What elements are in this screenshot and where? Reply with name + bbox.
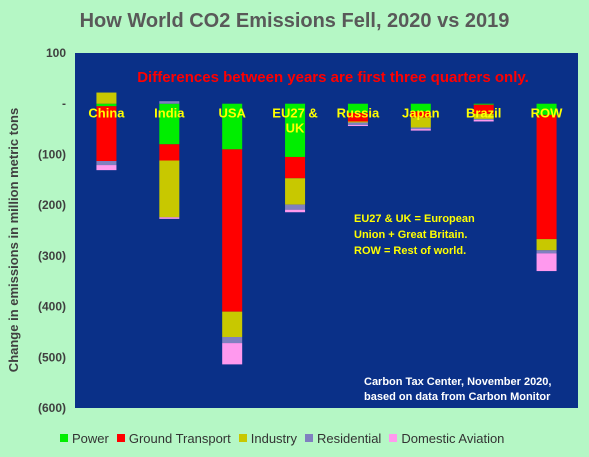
y-tick-label: (400) <box>38 300 66 314</box>
bar-power <box>536 103 557 115</box>
bar-industry <box>410 117 431 128</box>
y-tick-label: (500) <box>38 350 66 364</box>
bar-ground-transport <box>222 149 243 312</box>
bar-power <box>159 103 180 145</box>
bar-domestic-aviation <box>473 119 494 122</box>
bar-industry <box>96 92 117 104</box>
chart-title: How World CO2 Emissions Fell, 2020 vs 20… <box>79 10 510 32</box>
note-line: EU27 & UK = European <box>354 213 475 225</box>
legend-label: Industry <box>250 430 297 446</box>
y-tick-label: (200) <box>38 198 66 212</box>
category-label: Russia <box>337 105 380 120</box>
category-label: India <box>154 105 185 120</box>
y-tick-label: 100 <box>46 46 66 60</box>
bar-industry <box>536 239 557 251</box>
bars-group <box>96 92 557 365</box>
source-line: Carbon Tax Center, November 2020, <box>364 376 551 388</box>
plot-area <box>75 53 578 408</box>
category-label: China <box>88 105 125 120</box>
bar-residential <box>536 250 557 254</box>
bar-residential <box>159 101 180 104</box>
bar-domestic-aviation <box>410 129 431 131</box>
legend-swatch <box>389 434 398 442</box>
legend-swatch <box>305 434 313 442</box>
bar-ground-transport <box>159 144 180 161</box>
bar-power <box>410 103 431 112</box>
source-annotation: Carbon Tax Center, November 2020, based o… <box>364 376 551 403</box>
bar-power <box>473 103 494 105</box>
category-label: ROW <box>531 105 564 120</box>
note-line: ROW = Rest of world. <box>354 245 466 257</box>
legend-label: Power <box>72 430 109 446</box>
bar-ground-transport <box>410 111 431 118</box>
bar-power <box>96 103 117 107</box>
category-label: EU27 & UK <box>272 105 318 135</box>
bar-domestic-aviation <box>285 209 306 213</box>
bar-ground-transport <box>347 112 368 122</box>
bar-residential <box>96 161 117 166</box>
y-tick-label: (300) <box>38 249 66 263</box>
bar-domestic-aviation <box>159 217 180 219</box>
bar-residential <box>347 122 368 126</box>
bar-power <box>347 103 368 113</box>
category-label: Brazil <box>466 105 501 120</box>
category-label: Japan <box>402 105 440 120</box>
bar-ground-transport <box>473 104 494 114</box>
legend-item: Power <box>60 431 109 446</box>
legend-item: Domestic Aviation <box>389 431 504 446</box>
bar-industry <box>159 160 180 218</box>
legend-item: Industry <box>238 430 297 446</box>
bar-residential <box>285 204 306 210</box>
bar-industry <box>222 311 243 337</box>
y-axis-label: Change in emissions in million metric to… <box>6 108 21 372</box>
bar-ground-transport <box>536 114 557 240</box>
note-annotation: EU27 & UK = European Union + Great Britai… <box>354 213 475 257</box>
bar-domestic-aviation <box>536 253 557 272</box>
chart-subtitle: Differences between years are first thre… <box>137 69 529 86</box>
source-line: based on data from Carbon Monitor <box>364 391 551 403</box>
legend-swatch <box>238 434 247 442</box>
bar-residential <box>473 118 494 120</box>
bar-residential <box>410 127 431 130</box>
category-labels: China India USA EU27 & UK Russia Japan Brazil RO… <box>88 105 563 135</box>
y-tick-label: - <box>62 97 66 111</box>
legend-swatch <box>116 434 125 442</box>
legend: Power Ground Transport Industry Residential… <box>60 430 504 446</box>
y-axis-ticks: 100 - (100) (200) (300) (400) (500) (600) <box>38 46 66 415</box>
bar-power <box>222 103 243 150</box>
legend-item: Ground Transport <box>116 430 231 446</box>
bar-domestic-aviation <box>222 343 243 365</box>
bar-power <box>285 103 306 157</box>
legend-label: Ground Transport <box>128 430 231 446</box>
note-line: Union + Great Britain. <box>354 229 467 241</box>
bar-ground-transport <box>96 106 117 162</box>
y-tick-label: (100) <box>38 147 66 161</box>
y-tick-label: (600) <box>38 401 66 415</box>
bar-industry <box>473 113 494 119</box>
legend-swatch <box>60 434 68 442</box>
bar-domestic-aviation <box>96 165 117 171</box>
legend-item: Residential <box>305 431 381 446</box>
bar-industry <box>285 178 306 205</box>
bar-domestic-aviation <box>347 125 368 127</box>
bar-residential <box>222 337 243 344</box>
category-label: USA <box>218 105 246 120</box>
bar-industry <box>347 121 368 123</box>
bar-ground-transport <box>285 156 306 179</box>
legend-label: Residential <box>317 430 382 446</box>
legend-label: Domestic Aviation <box>401 430 505 446</box>
